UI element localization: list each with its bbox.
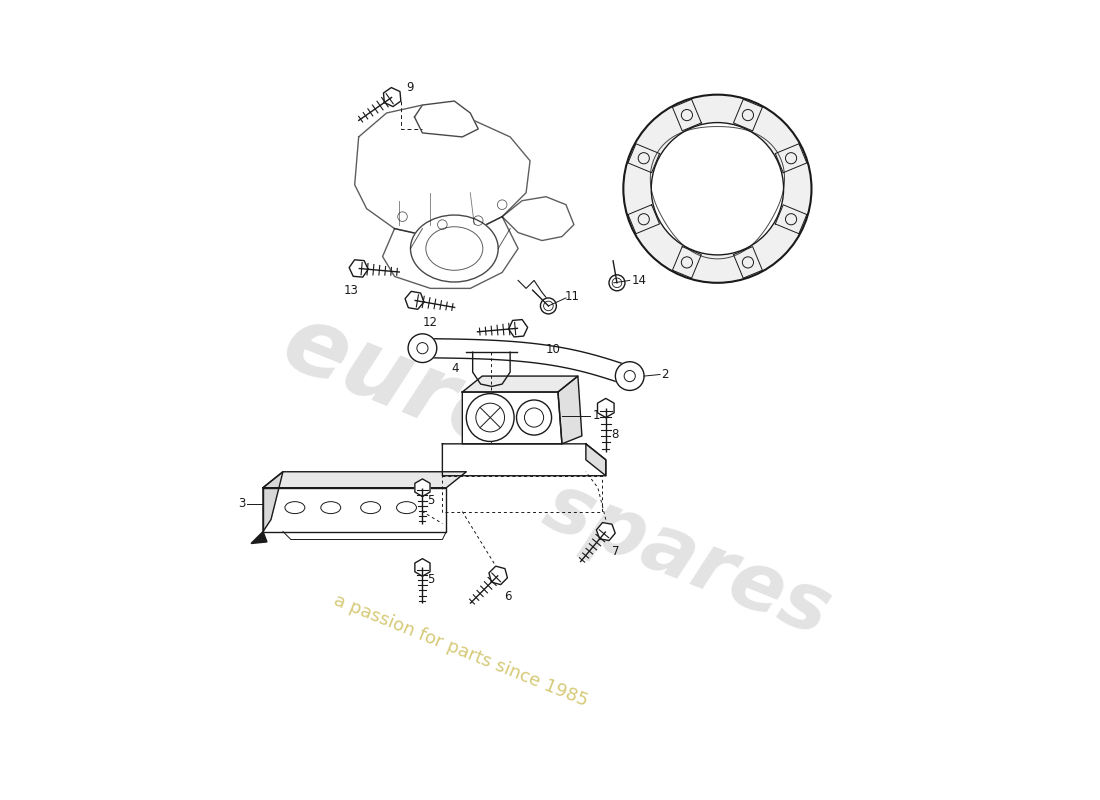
Text: 5: 5 (427, 573, 434, 586)
Polygon shape (415, 558, 430, 576)
Text: 13: 13 (343, 285, 359, 298)
Text: 14: 14 (631, 274, 647, 287)
Polygon shape (462, 392, 562, 444)
Text: 9: 9 (407, 81, 414, 94)
Polygon shape (596, 522, 615, 541)
Polygon shape (415, 101, 478, 137)
Circle shape (466, 394, 514, 442)
Polygon shape (488, 566, 507, 585)
Polygon shape (734, 246, 762, 278)
Circle shape (624, 94, 812, 283)
Text: 7: 7 (613, 545, 619, 558)
Polygon shape (672, 246, 702, 278)
Circle shape (615, 362, 645, 390)
Circle shape (408, 334, 437, 362)
Polygon shape (462, 376, 578, 392)
Text: spares: spares (532, 466, 842, 652)
Text: a passion for parts since 1985: a passion for parts since 1985 (331, 592, 591, 710)
Polygon shape (503, 197, 574, 241)
Text: 8: 8 (612, 428, 619, 441)
Polygon shape (776, 144, 806, 173)
Polygon shape (415, 479, 430, 497)
Polygon shape (628, 144, 660, 173)
Text: euro: euro (270, 296, 529, 472)
Polygon shape (263, 488, 447, 531)
Polygon shape (586, 444, 606, 476)
Polygon shape (734, 99, 762, 131)
Polygon shape (405, 291, 424, 310)
Circle shape (517, 400, 551, 435)
Polygon shape (263, 472, 283, 531)
Polygon shape (442, 444, 606, 476)
Text: 6: 6 (504, 590, 512, 602)
Polygon shape (354, 105, 530, 237)
Text: 11: 11 (564, 290, 580, 302)
Circle shape (609, 275, 625, 290)
Text: 12: 12 (422, 316, 438, 330)
Polygon shape (672, 99, 702, 131)
Polygon shape (422, 338, 632, 385)
Polygon shape (558, 376, 582, 444)
Text: 1: 1 (592, 410, 600, 422)
Polygon shape (383, 217, 518, 288)
Text: 4: 4 (452, 362, 459, 374)
Text: 2: 2 (661, 368, 669, 381)
Polygon shape (776, 205, 806, 234)
Polygon shape (628, 205, 660, 234)
Polygon shape (263, 472, 466, 488)
Text: 10: 10 (546, 342, 561, 355)
Polygon shape (384, 87, 400, 106)
Circle shape (651, 122, 783, 255)
Polygon shape (597, 398, 614, 418)
Ellipse shape (410, 215, 498, 282)
Text: 5: 5 (427, 494, 434, 507)
Text: 3: 3 (238, 497, 245, 510)
Polygon shape (508, 319, 528, 337)
Polygon shape (251, 531, 267, 543)
Polygon shape (349, 260, 368, 277)
Circle shape (540, 298, 557, 314)
